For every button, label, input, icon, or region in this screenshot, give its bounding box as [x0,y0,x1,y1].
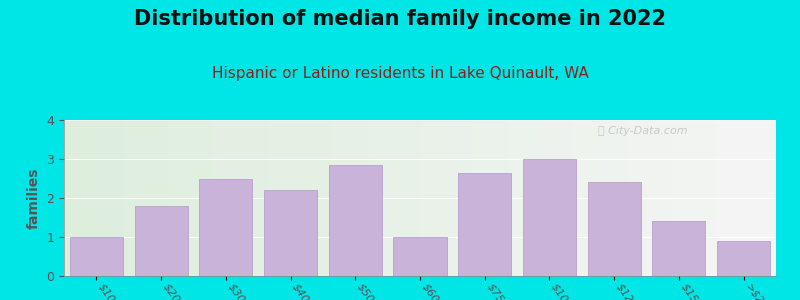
Y-axis label: families: families [26,167,41,229]
Text: ⓘ City-Data.com: ⓘ City-Data.com [598,126,688,136]
Text: Distribution of median family income in 2022: Distribution of median family income in … [134,9,666,29]
Bar [199,178,252,276]
Bar [134,206,188,276]
Bar [329,165,382,276]
Text: Hispanic or Latino residents in Lake Quinault, WA: Hispanic or Latino residents in Lake Qui… [212,66,588,81]
Bar [588,182,641,276]
Bar [458,173,511,276]
Bar [70,237,123,276]
Bar [652,221,706,276]
Bar [264,190,317,276]
Bar [717,241,770,276]
Bar [523,159,576,276]
Bar [394,237,446,276]
